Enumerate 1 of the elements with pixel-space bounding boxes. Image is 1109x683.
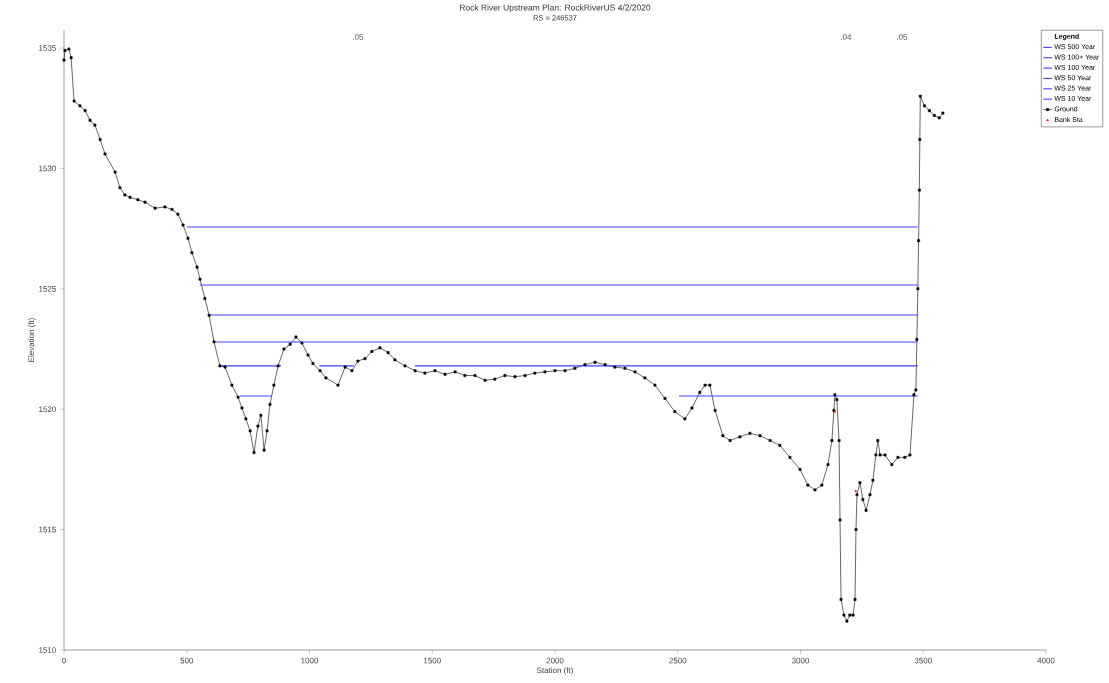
chart-title: Rock River Upstream Plan: RockRiverUS 4/2/2020 <box>460 4 651 13</box>
